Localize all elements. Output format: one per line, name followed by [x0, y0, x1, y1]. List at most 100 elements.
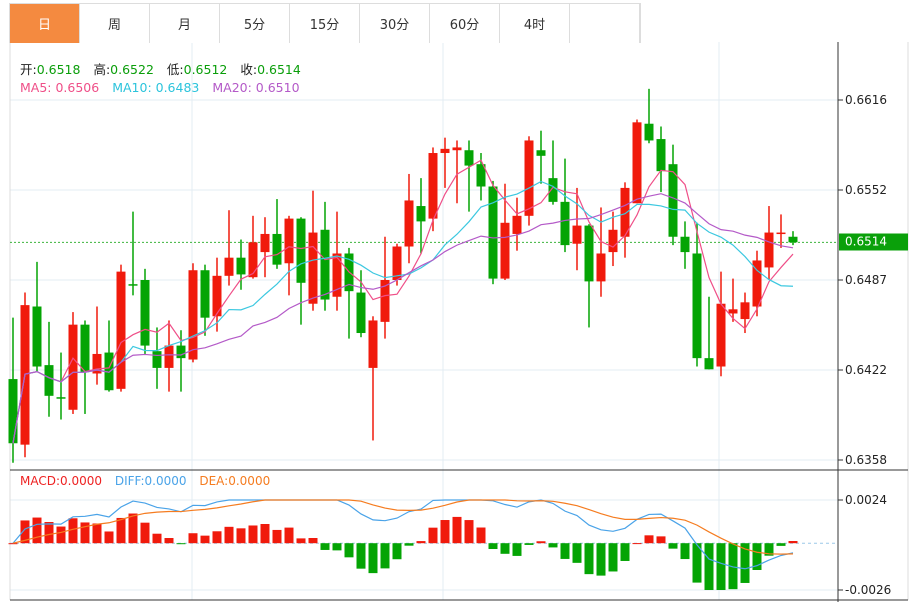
macd-bar [188, 533, 198, 544]
macd-bar [356, 543, 366, 569]
macd-bar [152, 533, 162, 544]
macd-bar [740, 543, 750, 583]
macd-bar [668, 543, 678, 549]
candle-up [248, 242, 258, 278]
candle-up [764, 232, 774, 268]
candle-down [200, 270, 210, 318]
macd-legend-dea: DEA:0.0000 [199, 474, 271, 488]
candle-down [584, 225, 594, 282]
macd-bar [200, 535, 210, 544]
macd-bar [116, 517, 126, 544]
price-tick: 0.6422 [845, 363, 887, 377]
candle-up [740, 302, 750, 320]
candle-up [164, 345, 174, 368]
macd-bar [692, 543, 702, 583]
tab-week[interactable]: 周 [80, 4, 150, 43]
tab-15min[interactable]: 15分 [290, 4, 360, 43]
close-label: 收: [240, 62, 258, 77]
price-tick: 0.6552 [845, 183, 887, 197]
candle-down [8, 379, 18, 444]
macd-bar [176, 543, 186, 545]
macd-bar [8, 543, 18, 545]
tab-day[interactable]: 日 [10, 4, 80, 43]
macd-bar [644, 535, 654, 544]
candle-up [440, 148, 450, 154]
macd-bar [44, 522, 54, 544]
candle-up [524, 140, 534, 216]
macd-bar [368, 543, 378, 574]
macd-bar [296, 538, 306, 544]
candle-down [296, 218, 306, 283]
macd-bar [752, 543, 762, 570]
macd-bar [776, 543, 786, 546]
candle-down [692, 253, 702, 359]
candle-up [404, 200, 414, 247]
macd-bar [20, 520, 30, 544]
candle-up [428, 153, 438, 219]
tab-4hour[interactable]: 4时 [500, 4, 570, 43]
macd-bar [548, 543, 558, 548]
macd-bar [488, 543, 498, 550]
ma-legend: MA5: 0.6506 MA10: 0.6483 MA20: 0.6510 [20, 80, 309, 95]
macd-legend: MACD:0.0000 DIFF:0.0000 DEA:0.0000 [20, 474, 279, 488]
macd-bar [680, 543, 690, 560]
macd-bar [452, 516, 462, 544]
macd-bar [140, 522, 150, 544]
macd-tick: 0.0024 [845, 493, 887, 507]
macd-bar [620, 543, 630, 561]
dea-line [12, 499, 794, 555]
candle-down [44, 365, 54, 396]
macd-bar [704, 543, 714, 590]
macd-bar [512, 543, 522, 556]
macd-bar [596, 543, 606, 576]
macd-bar [500, 543, 510, 554]
tab-spacer [570, 4, 640, 43]
tab-60min[interactable]: 60分 [430, 4, 500, 43]
tab-month[interactable]: 月 [150, 4, 220, 43]
candle-down [644, 123, 654, 141]
macd-bar [788, 541, 798, 544]
price-tick: 0.6487 [845, 273, 887, 287]
macd-bar [428, 527, 438, 544]
candle-down [32, 306, 42, 367]
macd-bar [392, 543, 402, 560]
candle-down [476, 164, 486, 187]
macd-bar [80, 522, 90, 544]
candle-up [512, 215, 522, 234]
ohlc-readout: 开:0.6518 高:0.6522 低:0.6512 收:0.6514 [20, 59, 310, 78]
macd-bar [272, 529, 282, 544]
macd-bar [440, 520, 450, 544]
candle-up [188, 270, 198, 360]
diff-line [12, 499, 794, 570]
ma10-line [12, 180, 794, 444]
candle-down [140, 280, 150, 346]
macd-bar [320, 543, 330, 550]
candle-down [56, 397, 66, 399]
macd-bar [164, 538, 174, 544]
macd-tick: -0.0026 [845, 583, 892, 597]
tab-30min[interactable]: 30分 [360, 4, 430, 43]
price-tick: 0.6616 [845, 93, 887, 107]
open-value: 0.6518 [36, 62, 81, 77]
macd-bar [104, 531, 114, 544]
tab-5min[interactable]: 5分 [220, 4, 290, 43]
candle-up [572, 225, 582, 244]
macd-bar [56, 526, 66, 544]
macd-bar [32, 517, 42, 544]
macd-bar [632, 543, 642, 545]
low-value: 0.6512 [183, 62, 228, 77]
candle-down [788, 236, 798, 243]
candle-down [272, 233, 282, 265]
macd-bar [464, 520, 474, 544]
period-tabs: 日 周 月 5分 15分 30分 60分 4时 [9, 3, 641, 43]
candle-down [176, 345, 186, 359]
low-label: 低: [166, 62, 184, 77]
candle-down [536, 150, 546, 156]
candle-down [236, 257, 246, 275]
candle-down [356, 292, 366, 334]
candle-up [68, 324, 78, 410]
candle-down [416, 206, 426, 222]
candle-down [104, 352, 114, 391]
candle-up [92, 353, 102, 374]
